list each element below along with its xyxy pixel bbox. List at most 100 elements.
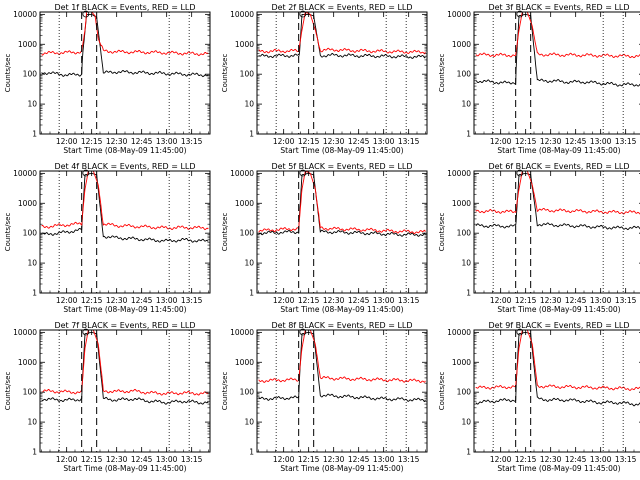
series-line-lld [475,330,640,391]
y-tick-label: 10 [244,100,254,109]
flare-marker [82,10,90,18]
plot-frame [473,11,640,135]
flare-marker [82,328,90,336]
x-tick-label: 13:15 [398,296,420,305]
x-tick-label: 13:15 [615,137,637,146]
y-tick-label: 10 [461,418,471,427]
x-tick-label: 13:15 [181,455,203,464]
panel-8: 1 10 100 1000 10000 12:00 12:15 12:30 12:45 13:00… [221,321,428,473]
y-tick-label: 100 [240,70,255,79]
x-axis-label: Start Time (08-May-09 11:45:00) [497,464,620,473]
series-line-events [258,172,426,237]
x-tick-label: 12:15 [81,137,103,146]
x-tick-label: 12:30 [540,137,562,146]
panel-title: Det 9f BLACK = Events, RED = LLD [488,321,629,330]
y-axis-label: Counts/sec [4,54,12,93]
y-tick-label: 1 [249,448,254,457]
y-tick-label: 1 [466,289,471,298]
series-line-lld [258,12,426,55]
series-line-events [41,13,209,78]
x-axis-label: Start Time (08-May-09 11:45:00) [497,305,620,314]
y-axis-label: Counts/sec [221,213,229,252]
y-tick-label: 10000 [447,10,471,19]
y-tick-label: 100 [240,229,255,238]
y-tick-label: 1 [249,289,254,298]
x-tick-label: 12:00 [273,296,295,305]
y-tick-label: 1000 [452,358,471,367]
plot-frame [256,329,428,453]
y-tick-label: 10000 [13,328,37,337]
flare-marker [299,328,307,336]
x-tick-label: 12:15 [81,455,103,464]
series-line-lld [41,330,209,396]
x-axis-label: Start Time (08-May-09 11:45:00) [63,305,186,314]
x-tick-label: 12:00 [56,455,78,464]
x-tick-label: 12:15 [515,137,537,146]
y-tick-label: 100 [23,229,38,238]
panel-title: Det 1f BLACK = Events, RED = LLD [54,3,195,12]
x-tick-label: 12:45 [348,455,370,464]
panel-title: Det 8f BLACK = Events, RED = LLD [271,321,412,330]
series-line-lld [258,171,426,235]
y-tick-label: 10000 [230,169,254,178]
x-tick-label: 13:15 [615,296,637,305]
y-tick-label: 1 [466,130,471,139]
y-tick-label: 10000 [13,10,37,19]
x-axis-label: Start Time (08-May-09 11:45:00) [63,464,186,473]
x-tick-label: 12:15 [81,296,103,305]
x-tick-label: 13:15 [615,455,637,464]
x-tick-label: 12:30 [106,296,128,305]
x-axis-label: Start Time (08-May-09 11:45:00) [280,305,403,314]
y-tick-label: 10000 [447,169,471,178]
x-axis-label: Start Time (08-May-09 11:45:00) [280,464,403,473]
y-tick-label: 1000 [235,40,254,49]
x-tick-label: 12:45 [348,137,370,146]
series-line-lld [475,171,640,215]
x-tick-label: 12:45 [131,296,153,305]
y-tick-label: 10000 [447,328,471,337]
series-line-events [41,331,209,405]
y-axis-label: Counts/sec [4,372,12,411]
panel-6: 1 10 100 1000 10000 12:00 12:15 12:30 12:45 13:00… [438,162,640,314]
y-tick-label: 1000 [452,40,471,49]
plot-frame [39,329,211,453]
series-line-events [41,172,209,243]
flare-marker [516,169,524,177]
plot-frame [39,11,211,135]
y-tick-label: 10 [244,259,254,268]
y-tick-label: 10 [27,418,37,427]
flare-marker [299,169,307,177]
x-tick-label: 12:00 [490,455,512,464]
x-tick-label: 12:00 [273,137,295,146]
panel-title: Det 2f BLACK = Events, RED = LLD [271,3,412,12]
series-line-events [475,172,640,231]
y-axis-label: Counts/sec [438,213,446,252]
x-tick-label: 12:30 [323,137,345,146]
y-tick-label: 1 [32,289,37,298]
y-tick-label: 100 [23,388,38,397]
y-tick-label: 10 [27,259,37,268]
plot-frame [473,329,640,453]
flare-marker [299,10,307,18]
series-line-events [258,331,426,403]
x-tick-label: 12:30 [106,137,128,146]
x-tick-label: 12:30 [540,455,562,464]
panel-title: Det 7f BLACK = Events, RED = LLD [54,321,195,330]
x-tick-label: 13:15 [181,296,203,305]
x-tick-label: 12:00 [490,296,512,305]
x-tick-label: 12:30 [540,296,562,305]
y-tick-label: 1 [249,130,254,139]
x-tick-label: 13:15 [398,455,420,464]
x-tick-label: 13:00 [590,137,612,146]
panel-5: 1 10 100 1000 10000 12:00 12:15 12:30 12:45 13:00… [221,162,428,314]
x-tick-label: 12:30 [106,455,128,464]
series-line-lld [258,330,426,383]
y-tick-label: 1000 [452,199,471,208]
series-line-events [475,13,640,87]
x-tick-label: 13:00 [373,137,395,146]
panel-7: 1 10 100 1000 10000 12:00 12:15 12:30 12:45 13:00… [4,321,211,473]
y-axis-label: Counts/sec [438,54,446,93]
series-line-lld [475,12,640,59]
flare-marker [516,328,524,336]
